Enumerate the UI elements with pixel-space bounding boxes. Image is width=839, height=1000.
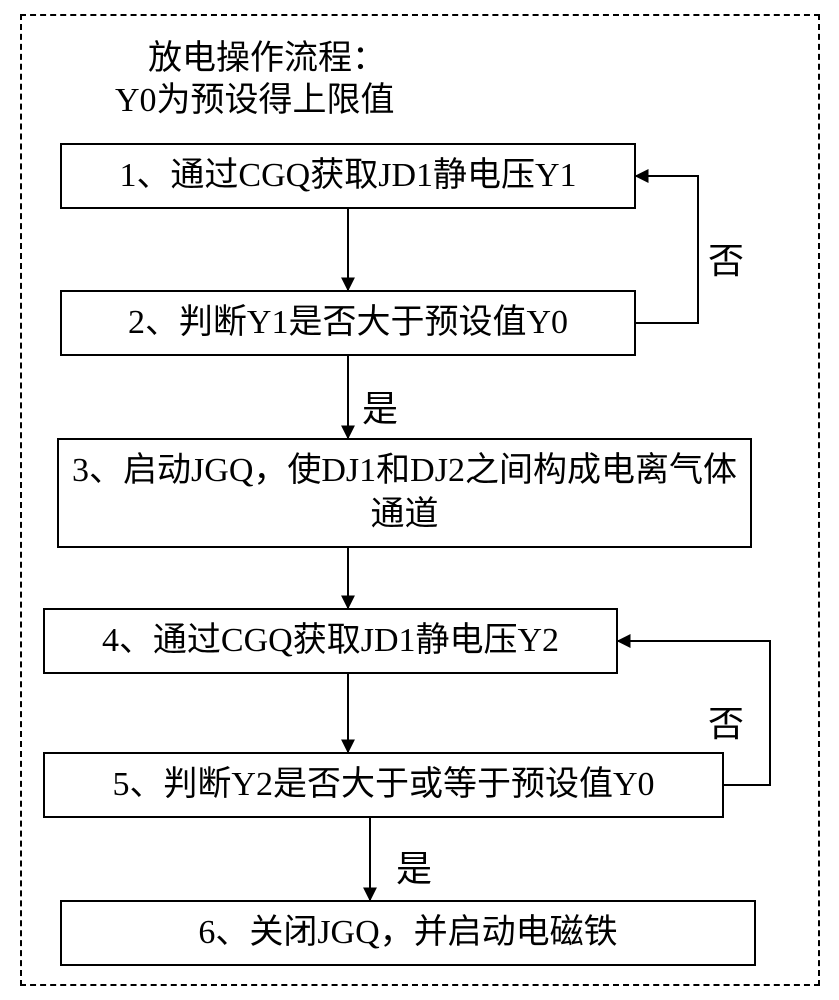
label-yes-1: 是	[362, 380, 398, 432]
step-4-box: 4、通过CGQ获取JD1静电压Y2	[43, 608, 618, 674]
step-1-box: 1、通过CGQ获取JD1静电压Y1	[60, 143, 636, 209]
flowchart-canvas: 放电操作流程： Y0为预设得上限值 1、通过CGQ获取JD1静电压Y1 2、判断…	[0, 0, 839, 1000]
label-yes-2: 是	[396, 840, 432, 892]
step-5-box: 5、判断Y2是否大于或等于预设值Y0	[43, 752, 724, 818]
title-sub: Y0为预设得上限值	[115, 72, 395, 121]
step-3-box: 3、启动JGQ，使DJ1和DJ2之间构成电离气体通道	[57, 438, 752, 548]
step-6-box: 6、关闭JGQ，并启动电磁铁	[60, 900, 756, 966]
step-2-box: 2、判断Y1是否大于预设值Y0	[60, 290, 636, 356]
label-no-1: 否	[708, 232, 744, 284]
label-no-2: 否	[708, 695, 744, 747]
